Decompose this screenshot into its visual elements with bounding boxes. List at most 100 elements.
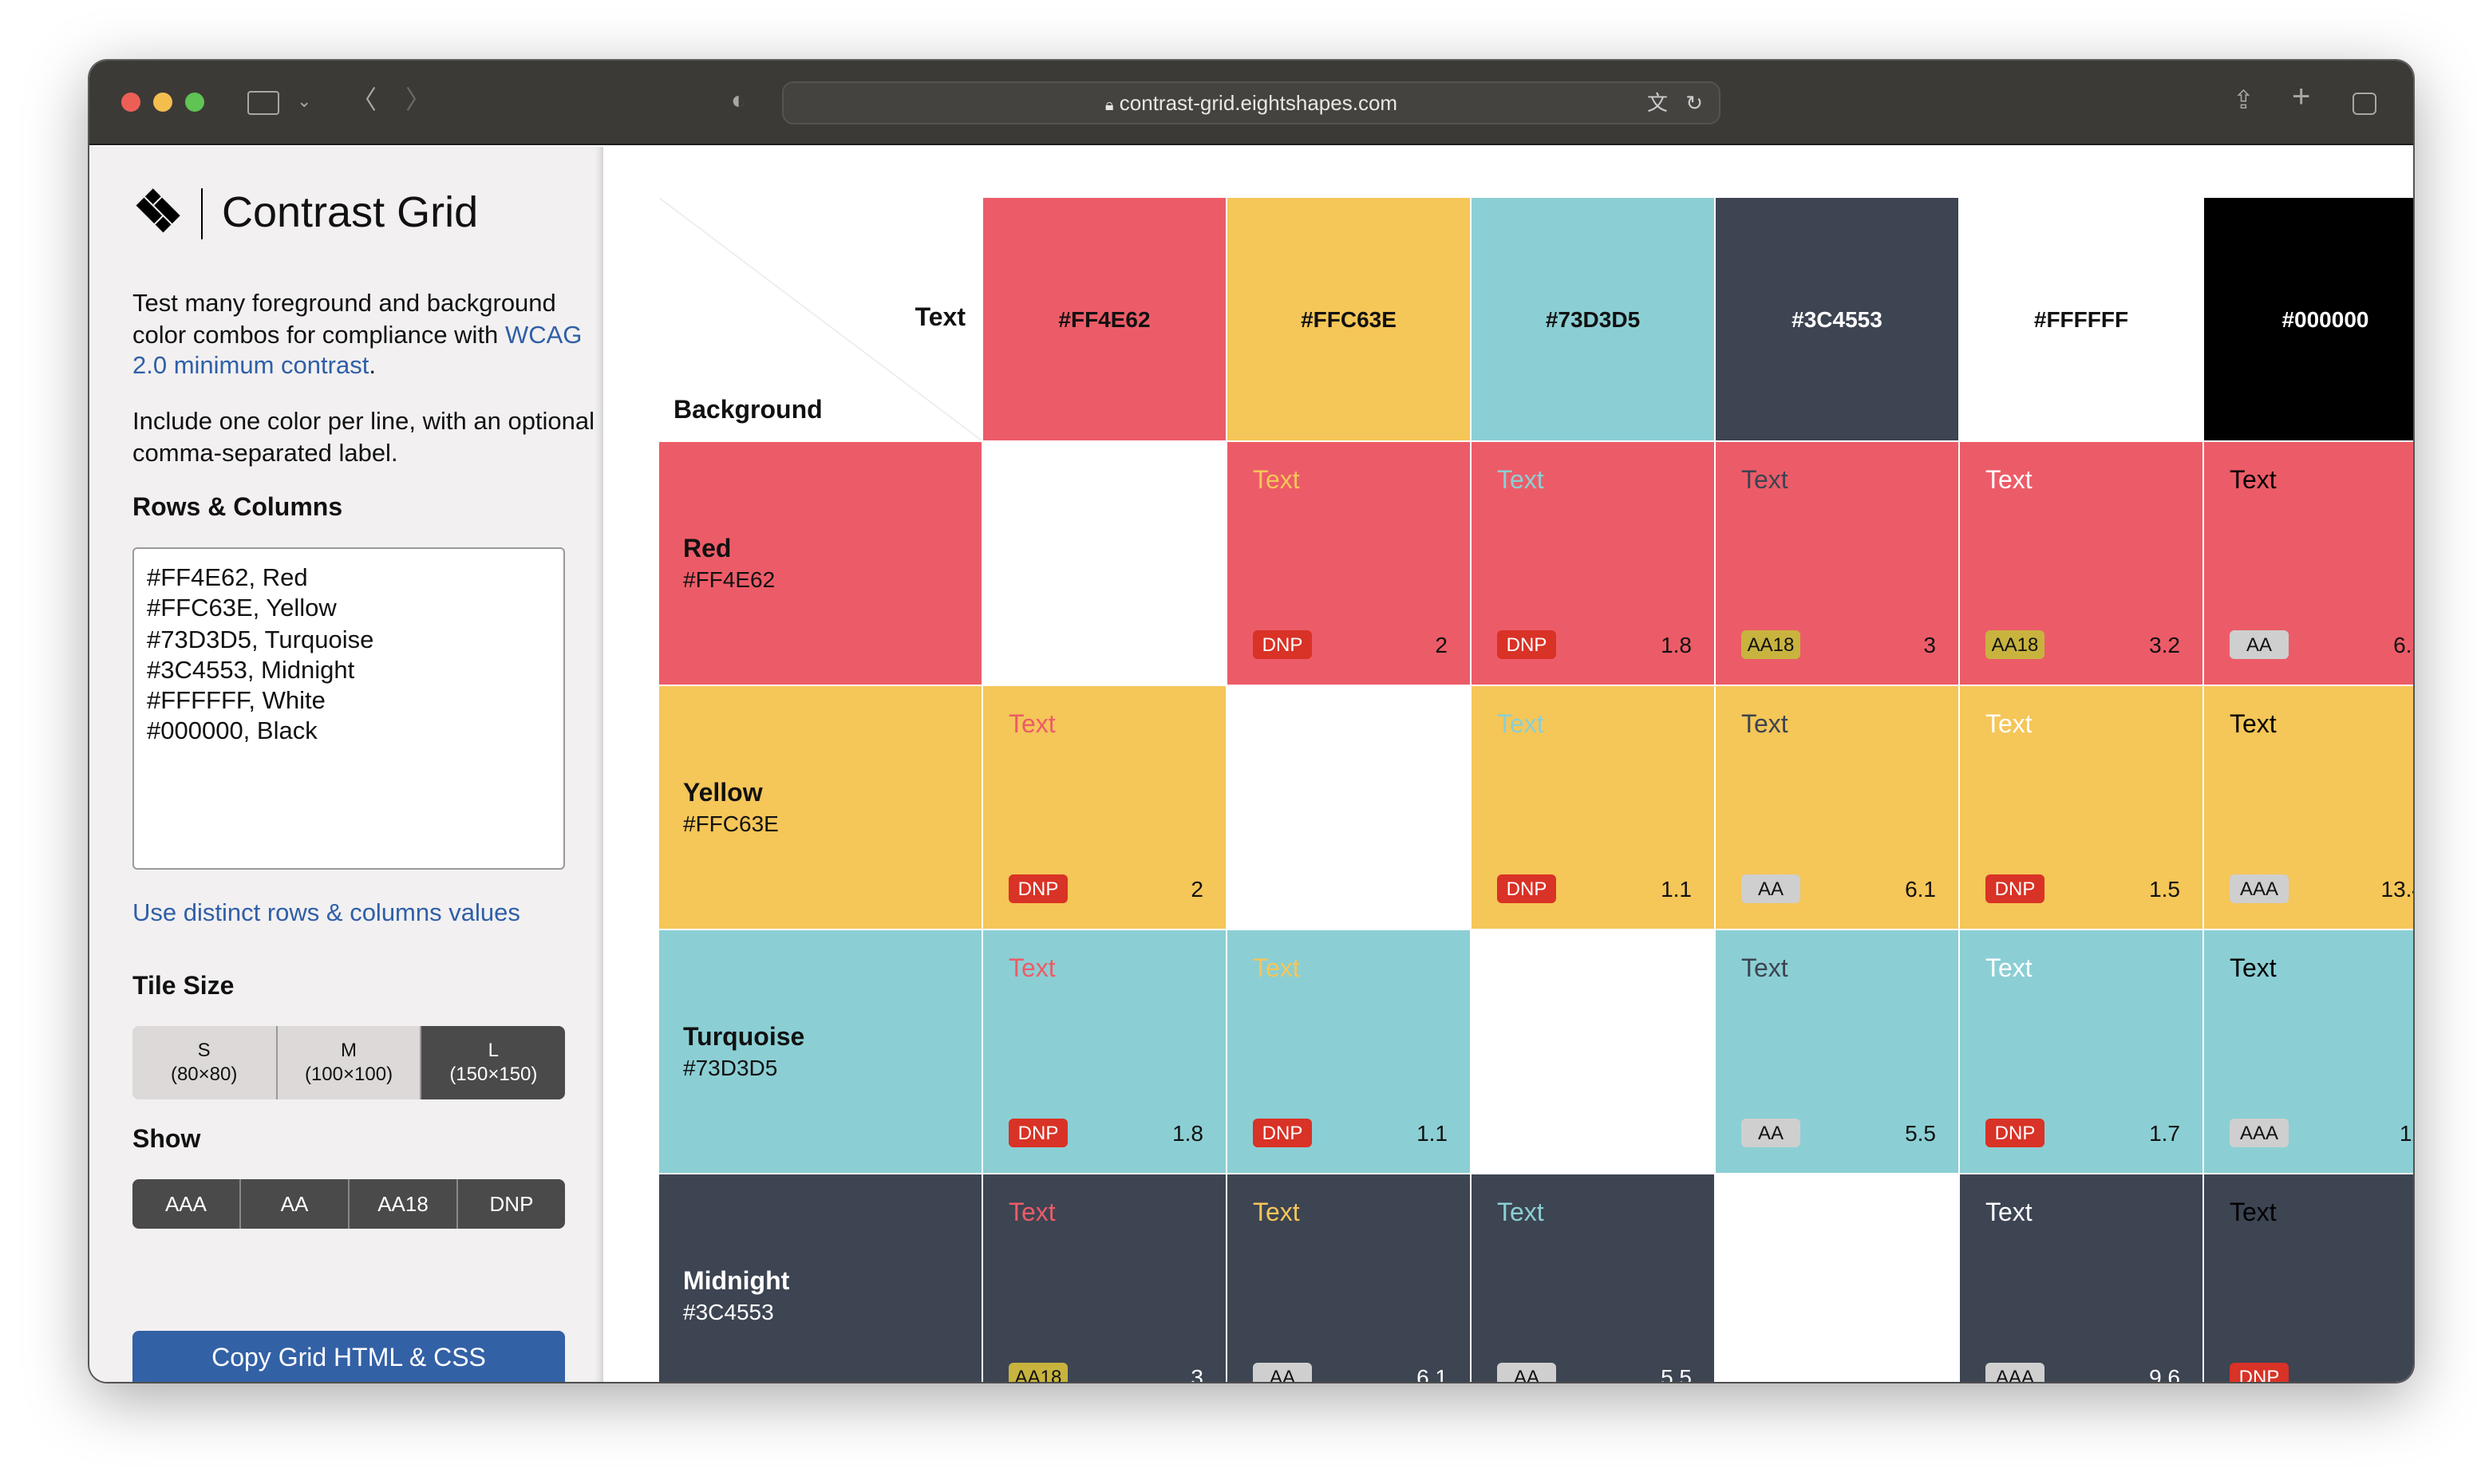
sample-text: Text [1985,468,2033,495]
contrast-cell: Text DNP 1.1 [1227,930,1470,1173]
empty-cell [1472,930,1714,1173]
empty-cell [983,442,1226,685]
eightshapes-logo-icon [136,188,180,233]
contrast-cell: Text AA18 3 [1716,442,1958,685]
contrast-ratio: 12 [2399,1120,2413,1146]
browser-window: ⌄ 〈 〉 ◐ 🔒︎ contrast-grid.eightshapes.com… [89,61,2413,1382]
sample-text: Text [1497,1200,1544,1227]
contrast-cell: Text AA 6.5 [2204,442,2413,685]
contrast-ratio: 1.8 [1661,632,1692,657]
sample-text: Text [2230,1200,2277,1227]
contrast-cell: Text AA 6.1 [1227,1174,1470,1382]
wcag-link[interactable]: WCAG 2.0 minimum contrast [132,322,583,380]
contrast-cell: Text AAA 9.6 [1960,1174,2202,1382]
address-bar[interactable]: 🔒︎ contrast-grid.eightshapes.com 文 ↻ [782,81,1720,124]
minimize-window-button[interactable] [153,93,172,112]
row-header: Turquoise #73D3D5 [659,930,982,1173]
browser-toolbar: ⌄ 〈 〉 ◐ 🔒︎ contrast-grid.eightshapes.com… [89,61,2413,145]
translate-icon[interactable]: 文 [1646,91,1668,115]
intro-text: Test many foreground and background colo… [132,289,595,382]
column-hex: #FF4E62 [1058,306,1151,332]
copy-grid-button[interactable]: Copy Grid HTML & CSS [132,1331,565,1382]
column-header: #3C4553 [1716,198,1958,440]
tile-size-m[interactable]: M (100×100) [277,1026,422,1099]
contrast-cell: Text DNP 2 [2204,1174,2413,1382]
sample-text: Text [1253,956,1300,983]
show-filter: AAA AA AA18 DNP [132,1179,565,1229]
rating-badge: DNP [1009,1119,1068,1147]
sample-text: Text [1741,712,1788,739]
row-hex: #3C4553 [683,1299,774,1324]
lock-icon: 🔒︎ [1104,97,1114,115]
rating-badge: AA18 [1009,1363,1068,1382]
tile-size-s[interactable]: S (80×80) [132,1026,278,1099]
rating-badge: AA18 [1985,630,2044,659]
column-hex: #73D3D5 [1545,306,1641,332]
contrast-cell: Text DNP 2 [983,686,1226,929]
contrast-ratio: 2 [2412,1364,2413,1382]
rating-badge: DNP [1253,630,1312,659]
zoom-window-button[interactable] [185,93,204,112]
contrast-ratio: 1.1 [1416,1120,1448,1146]
contrast-ratio: 2 [1435,632,1448,657]
row-label: Red [683,536,732,563]
sample-text: Text [1253,1200,1300,1227]
show-aa-toggle[interactable]: AA [241,1179,350,1229]
sample-text: Text [1741,468,1788,495]
rating-badge: AA [1497,1363,1556,1382]
tile-size-l[interactable]: L (150×150) [421,1026,565,1099]
sample-text: Text [1009,712,1056,739]
distinct-values-link[interactable]: Use distinct rows & columns values [132,900,520,927]
contrast-cell: Text AA18 3.2 [1960,442,2202,685]
rows-columns-heading: Rows & Columns [132,495,343,522]
sidebar-icon[interactable] [247,91,279,115]
contrast-ratio: 3 [1923,632,1936,657]
rating-badge: AA [1253,1363,1312,1382]
corner-text-label: Text [915,305,966,332]
contrast-ratio: 5.5 [1905,1120,1936,1146]
tabs-icon[interactable] [2353,93,2376,115]
page-title: Contrast Grid [222,188,479,236]
empty-cell [1716,1174,1958,1382]
column-hex: #FFFFFF [2033,306,2129,332]
contrast-cell: Text AA 5.5 [1472,1174,1714,1382]
forward-icon[interactable]: 〉 [405,88,432,115]
share-icon[interactable]: ⇪ [2233,88,2254,115]
sample-text: Text [1985,712,2033,739]
show-aaa-toggle[interactable]: AAA [132,1179,241,1229]
column-header: #FFC63E [1227,198,1470,440]
row-hex: #73D3D5 [683,1055,778,1080]
contrast-cell: Text AAA 13.4 [2204,686,2413,929]
contrast-cell: Text DNP 1.1 [1472,686,1714,929]
logo-divider [201,188,203,239]
tile-size-selector: S (80×80) M (100×100) L (150×150) [132,1026,565,1099]
show-heading: Show [132,1127,201,1154]
show-aa18-toggle[interactable]: AA18 [350,1179,458,1229]
contrast-ratio: 6.1 [1905,876,1936,902]
show-dnp-toggle[interactable]: DNP [458,1179,565,1229]
sample-text: Text [1985,956,2033,983]
contrast-cell: Text DNP 2 [1227,442,1470,685]
back-icon[interactable]: 〈 [351,88,377,115]
rating-badge: DNP [1009,874,1068,903]
rating-badge: DNP [1497,874,1556,903]
corner-diagonal [659,198,982,440]
contrast-ratio: 1.5 [2149,876,2180,902]
shield-icon[interactable]: ◐ [731,88,747,115]
chevron-down-icon[interactable]: ⌄ [297,93,312,112]
new-tab-icon[interactable]: + [2292,80,2311,115]
row-hex: #FF4E62 [683,566,776,592]
column-hex: #3C4553 [1792,306,1882,332]
intro-body: Test many foreground and background colo… [132,290,556,349]
sample-text: Text [1009,1200,1056,1227]
column-hex: #FFC63E [1301,306,1397,332]
sample-text: Text [1497,468,1544,495]
close-window-button[interactable] [121,93,140,112]
colors-textarea[interactable]: #FF4E62, Red #FFC63E, Yellow #73D3D5, Tu… [132,547,565,870]
rating-badge: DNP [2230,1363,2289,1382]
contrast-cell: Text AAA 12 [2204,930,2413,1173]
row-label: Yellow [683,780,763,807]
contrast-ratio: 6.5 [2393,632,2413,657]
reload-icon[interactable]: ↻ [1685,91,1703,115]
sample-text: Text [1741,956,1788,983]
